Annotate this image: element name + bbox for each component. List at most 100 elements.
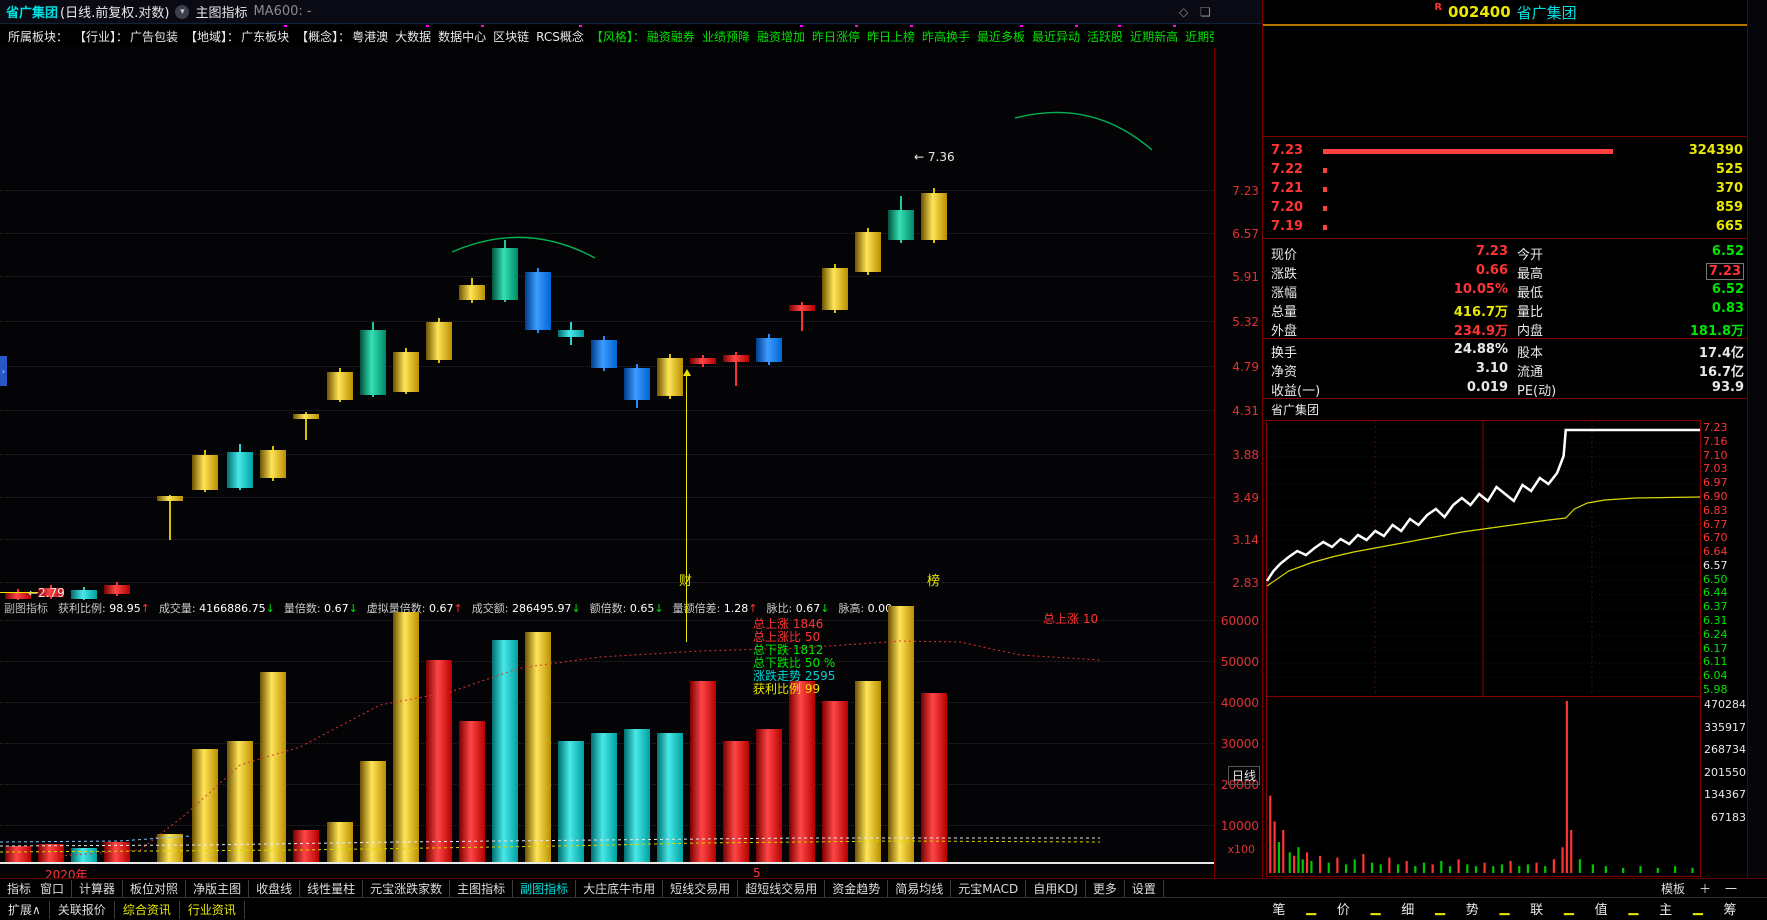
candle[interactable] [104, 585, 130, 594]
intraday-chart[interactable] [1265, 420, 1701, 697]
volume-pane[interactable]: 总上涨 1846 总上涨比 50 总下跌 1812 总下跌比 50 % 涨跌走势 259… [0, 606, 1214, 864]
toolbar-tab-16[interactable]: 自用KDJ [1026, 879, 1086, 898]
candle[interactable] [426, 322, 452, 360]
toolbar-tab-6[interactable]: 线性量柱 [300, 879, 364, 898]
panel-tab-4[interactable]: 联 [1530, 903, 1544, 918]
volume-bar[interactable] [492, 640, 518, 862]
candle[interactable] [459, 285, 485, 300]
toolbar-tab-0[interactable]: 指标 [7, 881, 32, 896]
volume-bar[interactable] [525, 632, 551, 862]
candle[interactable] [192, 455, 218, 490]
volume-bar[interactable] [723, 741, 749, 862]
toolbar-tab-10[interactable]: 大庄底牛市用 [576, 879, 664, 898]
volume-bar[interactable] [756, 728, 782, 862]
style-tag[interactable]: 最近多板 [977, 25, 1025, 45]
diamond-icon[interactable]: ◇ [1179, 5, 1189, 19]
toolbar-tab-11[interactable]: 短线交易用 [663, 879, 739, 898]
volume-bar[interactable] [360, 761, 386, 862]
volume-bar[interactable] [855, 680, 881, 862]
sub-indicator-title[interactable]: 副图指标 [4, 601, 48, 615]
bottom-tab-2[interactable]: 综合资讯 [115, 900, 180, 919]
panel-tab-7[interactable]: 筹 [1723, 903, 1737, 918]
style-tag[interactable]: 昨高换手 [922, 29, 971, 44]
toolbar-tab-18[interactable]: 设置 [1125, 879, 1164, 898]
toolbar-tab-2[interactable]: 计算器 [72, 879, 124, 898]
bottom-tab-3[interactable]: 行业资讯 [180, 900, 245, 919]
candle[interactable] [756, 338, 782, 362]
toolbar-tab-14[interactable]: 简易均线 [888, 879, 952, 898]
volume-bar[interactable] [459, 720, 485, 862]
toolbar-tab-7[interactable]: 元宝涨跌家数 [363, 879, 451, 898]
volume-bar[interactable] [327, 821, 353, 862]
concept-tag[interactable]: 区块链 [493, 29, 530, 44]
volume-bar[interactable] [227, 741, 253, 862]
candle[interactable] [624, 368, 650, 400]
template-button[interactable]: ＋ [1698, 882, 1711, 896]
split-layout-icon[interactable]: ❏ [1200, 5, 1211, 19]
style-tag[interactable]: 活跃股 [1087, 25, 1123, 45]
volume-bar[interactable] [393, 611, 419, 862]
volume-bar[interactable] [157, 833, 183, 862]
volume-bar[interactable] [822, 700, 848, 862]
toolbar-tab-1[interactable]: 窗口 [33, 879, 73, 898]
concept-tag[interactable]: 广东板块 [241, 25, 289, 45]
toolbar-tab-9[interactable]: 副图指标 [513, 879, 577, 898]
candle[interactable] [227, 452, 253, 488]
candle[interactable] [657, 358, 683, 396]
candle[interactable] [5, 592, 31, 599]
volume-bar[interactable] [104, 841, 130, 862]
candle[interactable] [789, 305, 815, 311]
style-tag[interactable]: 近期新高 [1130, 25, 1178, 45]
volume-bar[interactable] [5, 845, 31, 862]
candle[interactable] [293, 414, 319, 419]
volume-bar[interactable] [192, 749, 218, 862]
style-tag[interactable]: 近期强势 [1185, 29, 1214, 44]
candle[interactable] [855, 232, 881, 272]
toolbar-tab-12[interactable]: 超短线交易用 [738, 879, 826, 898]
concept-tag[interactable]: 大数据 [395, 25, 431, 45]
candle[interactable] [690, 358, 716, 364]
panel-tab-2[interactable]: 细 [1401, 903, 1415, 918]
volume-bar[interactable] [558, 741, 584, 862]
kline-chart[interactable]: ←2.79 ← 7.36 财 榜 [0, 48, 1214, 602]
toolbar-tab-3[interactable]: 板位对照 [123, 879, 187, 898]
bottom-tab-0[interactable]: 扩展∧ [0, 900, 50, 919]
concept-tag[interactable]: RCS概念 [536, 25, 584, 45]
candle[interactable] [157, 496, 183, 501]
candle[interactable] [888, 210, 914, 240]
template-button[interactable]: 一 [1724, 882, 1737, 896]
candle[interactable] [558, 330, 584, 337]
main-indicator-menu[interactable]: 主图指标 [195, 6, 248, 21]
candle[interactable] [327, 372, 353, 400]
style-tag[interactable]: 业绩预降 [701, 29, 750, 44]
volume-bar[interactable] [888, 606, 914, 862]
style-tag[interactable]: 昨日涨停 [812, 25, 860, 45]
candle[interactable] [71, 590, 97, 599]
toolbar-tab-4[interactable]: 净版主图 [186, 879, 250, 898]
style-tag[interactable]: 最近异动 [1032, 25, 1080, 45]
candle[interactable] [393, 352, 419, 392]
left-panel-handle[interactable]: › [0, 356, 7, 386]
style-tag[interactable]: 昨日上榜 [867, 25, 915, 45]
panel-tab-6[interactable]: 主 [1659, 903, 1673, 918]
candle[interactable] [822, 268, 848, 310]
toolbar-tab-15[interactable]: 元宝MACD [951, 879, 1027, 898]
panel-tab-5[interactable]: 值 [1594, 903, 1608, 918]
chevron-down-icon[interactable]: ▾ [175, 4, 190, 19]
style-tag[interactable]: 融资增加 [757, 25, 805, 45]
toolbar-tab-5[interactable]: 收盘线 [249, 879, 301, 898]
candle[interactable] [921, 193, 947, 240]
volume-bar[interactable] [38, 843, 64, 862]
panel-tab-0[interactable]: 笔 [1272, 903, 1286, 918]
panel-tab-1[interactable]: 价 [1336, 903, 1350, 918]
toolbar-tab-8[interactable]: 主图指标 [450, 879, 514, 898]
toolbar-tab-17[interactable]: 更多 [1086, 879, 1125, 898]
concept-tag[interactable]: 粤港澳 [352, 29, 389, 44]
candle[interactable] [525, 272, 551, 330]
candle[interactable] [38, 588, 64, 597]
style-tag[interactable]: 融资融券 [646, 29, 695, 44]
volume-bar[interactable] [426, 660, 452, 862]
panel-tab-3[interactable]: 势 [1465, 903, 1479, 918]
toolbar-tab-13[interactable]: 资金趋势 [825, 879, 889, 898]
candle[interactable] [723, 355, 749, 362]
